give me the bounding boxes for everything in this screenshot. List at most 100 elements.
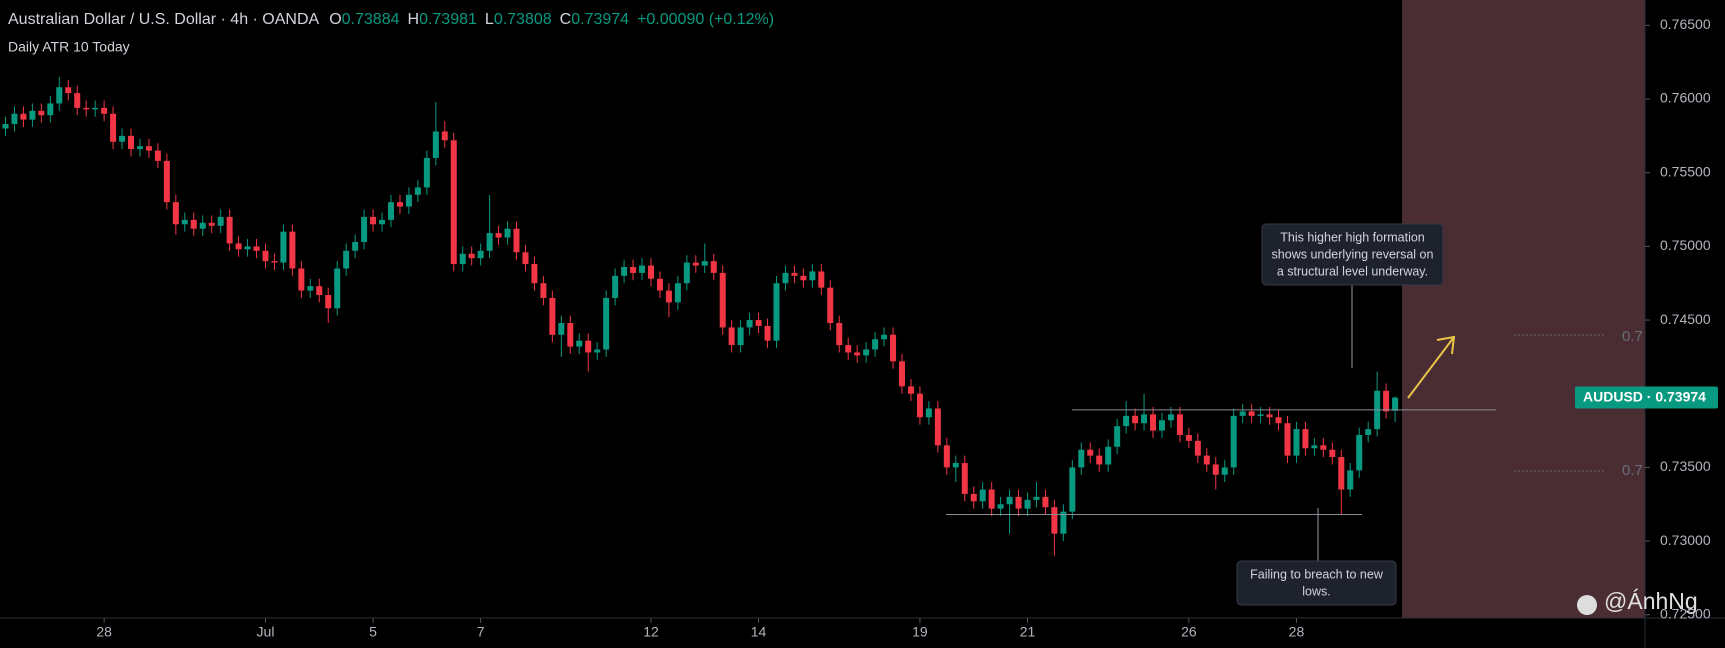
candle-body [154, 150, 161, 161]
candle-body [307, 286, 314, 291]
candle-body [585, 340, 592, 353]
candle-body [450, 140, 457, 265]
candle-body [737, 327, 744, 346]
callout-text: Failing to breach to new [1250, 567, 1384, 581]
candle-body [1320, 445, 1327, 450]
candle-body [1024, 499, 1031, 509]
candle-body [1302, 429, 1309, 449]
candle-body [513, 228, 520, 253]
candle-body [361, 216, 368, 242]
candle-body [1329, 449, 1336, 458]
candle-body [1266, 414, 1273, 418]
candle-body [20, 113, 27, 120]
field-label: L [485, 11, 494, 28]
price-tag-label: AUDUSD · 0.73974 [1583, 388, 1706, 404]
candle-body [379, 219, 386, 225]
candle-body [29, 110, 36, 120]
ghost-label: 0.7 [1622, 462, 1643, 479]
field-value: 0.73974 [571, 11, 629, 28]
candle-body [1042, 496, 1049, 508]
y-tick-label: 0.76500 [1660, 16, 1711, 32]
candle-body [656, 278, 663, 291]
indicator: Daily ATR 10 Today [8, 39, 130, 55]
candle-body [1230, 415, 1237, 468]
ghost-label: 0.7 [1622, 328, 1643, 345]
candle-body [414, 187, 421, 195]
candle-body [773, 283, 780, 341]
x-tick-label: 14 [751, 624, 767, 640]
candle-body [459, 253, 466, 265]
candle-body [683, 262, 690, 284]
candle-body [1239, 411, 1246, 416]
candle-body [1338, 457, 1345, 490]
symbol-title: Australian Dollar / U.S. Dollar · 4h · O… [8, 11, 320, 28]
candle-body [119, 135, 126, 142]
candle-body [639, 265, 646, 273]
candle-body [1033, 496, 1040, 500]
candle-body [943, 445, 950, 468]
candle-body [899, 361, 905, 387]
callout-text: shows underlying reversal on [1272, 247, 1434, 261]
candle-body [1051, 507, 1058, 534]
candle-body [531, 264, 538, 284]
candle-body [952, 462, 959, 468]
candle-body [576, 340, 583, 347]
candle-body [558, 322, 565, 335]
field-value: 0.73884 [342, 11, 400, 28]
candle-body [1096, 455, 1103, 465]
candle-body [961, 462, 968, 494]
candle-body [719, 272, 726, 328]
candle-body [890, 334, 897, 362]
candle-body [988, 489, 995, 509]
candle-body [163, 160, 170, 203]
candle-body [1347, 470, 1354, 490]
candle-body [1203, 455, 1210, 465]
candle-body [1132, 415, 1139, 424]
candle-body [432, 131, 439, 158]
watermark: @ÁnhNg [1604, 588, 1698, 614]
y-tick-label: 0.75000 [1660, 237, 1711, 253]
candle-body [423, 157, 430, 188]
candle-body [271, 261, 278, 263]
x-tick-label: Jul [257, 624, 275, 640]
price-tag [1575, 386, 1718, 409]
shaded-range [1402, 0, 1645, 618]
candle-body [1006, 496, 1013, 505]
candle-body [612, 275, 619, 298]
candle-body [74, 93, 81, 108]
candle-body [567, 322, 574, 347]
candle-body [316, 286, 323, 296]
y-tick-label: 0.73500 [1660, 458, 1711, 474]
candle-body [226, 216, 233, 244]
candle-body [199, 222, 206, 229]
candle-body [647, 265, 654, 279]
candle-body [1069, 467, 1076, 512]
candle-body [674, 283, 681, 303]
candle-body [1150, 414, 1157, 431]
y-tick-label: 0.74500 [1660, 311, 1711, 327]
candle-body [1123, 415, 1130, 427]
candle-body [83, 107, 90, 110]
candle-body [1158, 420, 1165, 431]
candle-body [1087, 449, 1094, 456]
callout-box [1236, 560, 1397, 606]
candle-body [925, 408, 932, 418]
change: +0.00090 (+0.12%) [637, 11, 774, 28]
candle-body [262, 250, 269, 262]
candle-body [800, 275, 807, 281]
candle-body [352, 241, 359, 251]
candle-body [486, 233, 493, 251]
candle-body [764, 325, 771, 341]
candle-body [1383, 390, 1390, 412]
candle-body [65, 87, 72, 94]
candle-body [549, 297, 556, 335]
candle-body [468, 253, 475, 259]
x-tick-label: 26 [1181, 624, 1197, 640]
arrow [1407, 335, 1456, 399]
y-tick-label: 0.72500 [1660, 605, 1711, 621]
x-tick-label: 7 [477, 624, 485, 640]
field-label: H [408, 11, 420, 28]
candle-body [1176, 414, 1183, 435]
candle-body [370, 216, 377, 225]
